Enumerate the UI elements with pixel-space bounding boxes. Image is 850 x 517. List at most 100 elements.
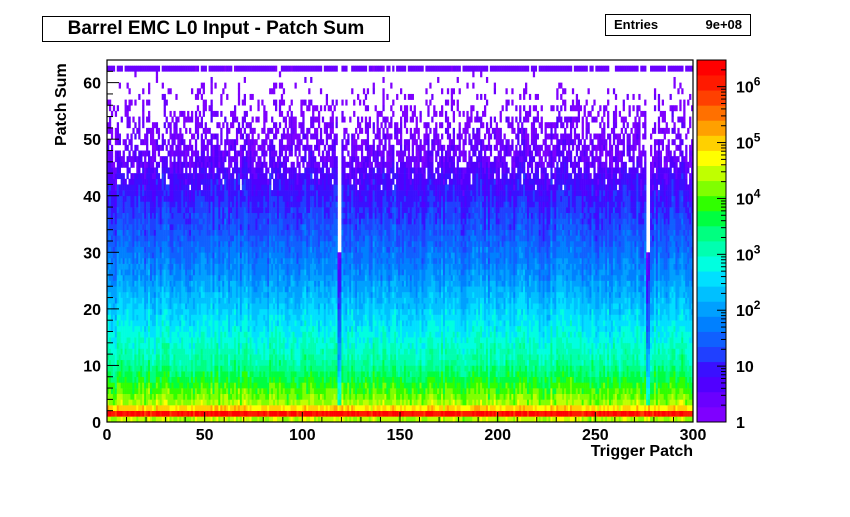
heatmap-cell — [179, 337, 181, 343]
heatmap-cell — [195, 275, 197, 281]
heatmap-cell — [207, 207, 209, 213]
heatmap-cell — [170, 184, 172, 190]
heatmap-cell — [171, 337, 173, 343]
heatmap-cell — [277, 269, 279, 275]
heatmap-cell — [187, 365, 189, 371]
heatmap-cell — [119, 360, 121, 366]
heatmap-cell — [189, 230, 191, 236]
heatmap-cell — [177, 196, 179, 202]
heatmap-cell — [252, 128, 254, 134]
heatmap-cell — [234, 145, 236, 151]
heatmap-cell — [246, 382, 248, 388]
heatmap-cell — [187, 269, 189, 275]
heatmap-cell — [181, 303, 183, 309]
heatmap-cell — [275, 224, 277, 230]
heatmap-cell — [136, 281, 138, 287]
heatmap-cell — [238, 371, 240, 377]
heatmap-cell — [267, 241, 269, 247]
heatmap-cell — [185, 252, 187, 258]
heatmap-cell — [162, 230, 164, 236]
heatmap-cell — [117, 128, 119, 134]
heatmap-cell — [261, 275, 263, 281]
heatmap-cell — [181, 167, 183, 173]
heatmap-cell — [134, 173, 136, 179]
heatmap-cell — [158, 247, 160, 253]
heatmap-cell — [166, 377, 168, 383]
heatmap-cell — [140, 139, 142, 145]
heatmap-cell — [212, 343, 214, 349]
heatmap-cell — [211, 224, 213, 230]
heatmap-cell — [257, 190, 259, 196]
heatmap-cell — [234, 139, 236, 145]
heatmap-cell — [191, 411, 193, 417]
heatmap-cell — [267, 360, 269, 366]
heatmap-cell — [261, 218, 263, 224]
heatmap-cell — [240, 162, 242, 168]
heatmap-cell — [158, 326, 160, 332]
heatmap-cell — [195, 94, 197, 100]
heatmap-cell — [138, 173, 140, 179]
heatmap-cell — [175, 247, 177, 253]
heatmap-cell — [150, 162, 152, 168]
heatmap-cell — [128, 156, 130, 162]
heatmap-cell — [207, 292, 209, 298]
heatmap-cell — [226, 269, 228, 275]
heatmap-cell — [130, 156, 132, 162]
heatmap-cell — [267, 298, 269, 304]
heatmap-cell — [152, 66, 154, 72]
heatmap-cell — [177, 320, 179, 326]
heatmap-cell — [263, 320, 265, 326]
heatmap-cell — [199, 326, 201, 332]
heatmap-cell — [197, 281, 199, 287]
heatmap-cell — [244, 179, 246, 185]
heatmap-cell — [230, 382, 232, 388]
heatmap-cell — [255, 241, 257, 247]
heatmap-cell — [201, 156, 203, 162]
heatmap-cell — [109, 66, 111, 72]
heatmap-cell — [148, 247, 150, 253]
heatmap-cell — [238, 377, 240, 383]
heatmap-cell — [250, 179, 252, 185]
heatmap-cell — [283, 224, 285, 230]
heatmap-cell — [156, 348, 158, 354]
heatmap-cell — [211, 399, 213, 405]
heatmap-cell — [181, 382, 183, 388]
heatmap-cell — [115, 196, 117, 202]
heatmap-cell — [261, 145, 263, 151]
heatmap-cell — [154, 354, 156, 360]
heatmap-cell — [123, 394, 125, 400]
heatmap-cell — [263, 151, 265, 157]
heatmap-cell — [281, 360, 283, 366]
heatmap-cell — [154, 292, 156, 298]
heatmap-cell — [136, 201, 138, 207]
heatmap-cell — [123, 332, 125, 338]
heatmap-cell — [162, 184, 164, 190]
heatmap-cell — [119, 258, 121, 264]
heatmap-cell — [140, 184, 142, 190]
heatmap-cell — [164, 343, 166, 349]
heatmap-cell — [201, 213, 203, 219]
heatmap-cell — [183, 281, 185, 287]
heatmap-cell — [125, 405, 127, 411]
heatmap-cell — [123, 281, 125, 287]
heatmap-cell — [193, 134, 195, 140]
heatmap-cell — [285, 151, 287, 157]
heatmap-cell — [289, 286, 291, 292]
heatmap-cell — [254, 365, 256, 371]
heatmap-cell — [209, 156, 211, 162]
heatmap-cell — [230, 235, 232, 241]
heatmap-cell — [140, 213, 142, 219]
heatmap-cell — [177, 360, 179, 366]
heatmap-cell — [240, 371, 242, 377]
heatmap-cell — [212, 354, 214, 360]
heatmap-cell — [142, 371, 144, 377]
heatmap-cell — [201, 241, 203, 247]
heatmap-cell — [148, 365, 150, 371]
heatmap-cell — [179, 394, 181, 400]
heatmap-cell — [146, 241, 148, 247]
heatmap-cell — [199, 241, 201, 247]
heatmap-cell — [156, 315, 158, 321]
heatmap-cell — [277, 201, 279, 207]
heatmap-cell — [242, 196, 244, 202]
heatmap-cell — [177, 224, 179, 230]
